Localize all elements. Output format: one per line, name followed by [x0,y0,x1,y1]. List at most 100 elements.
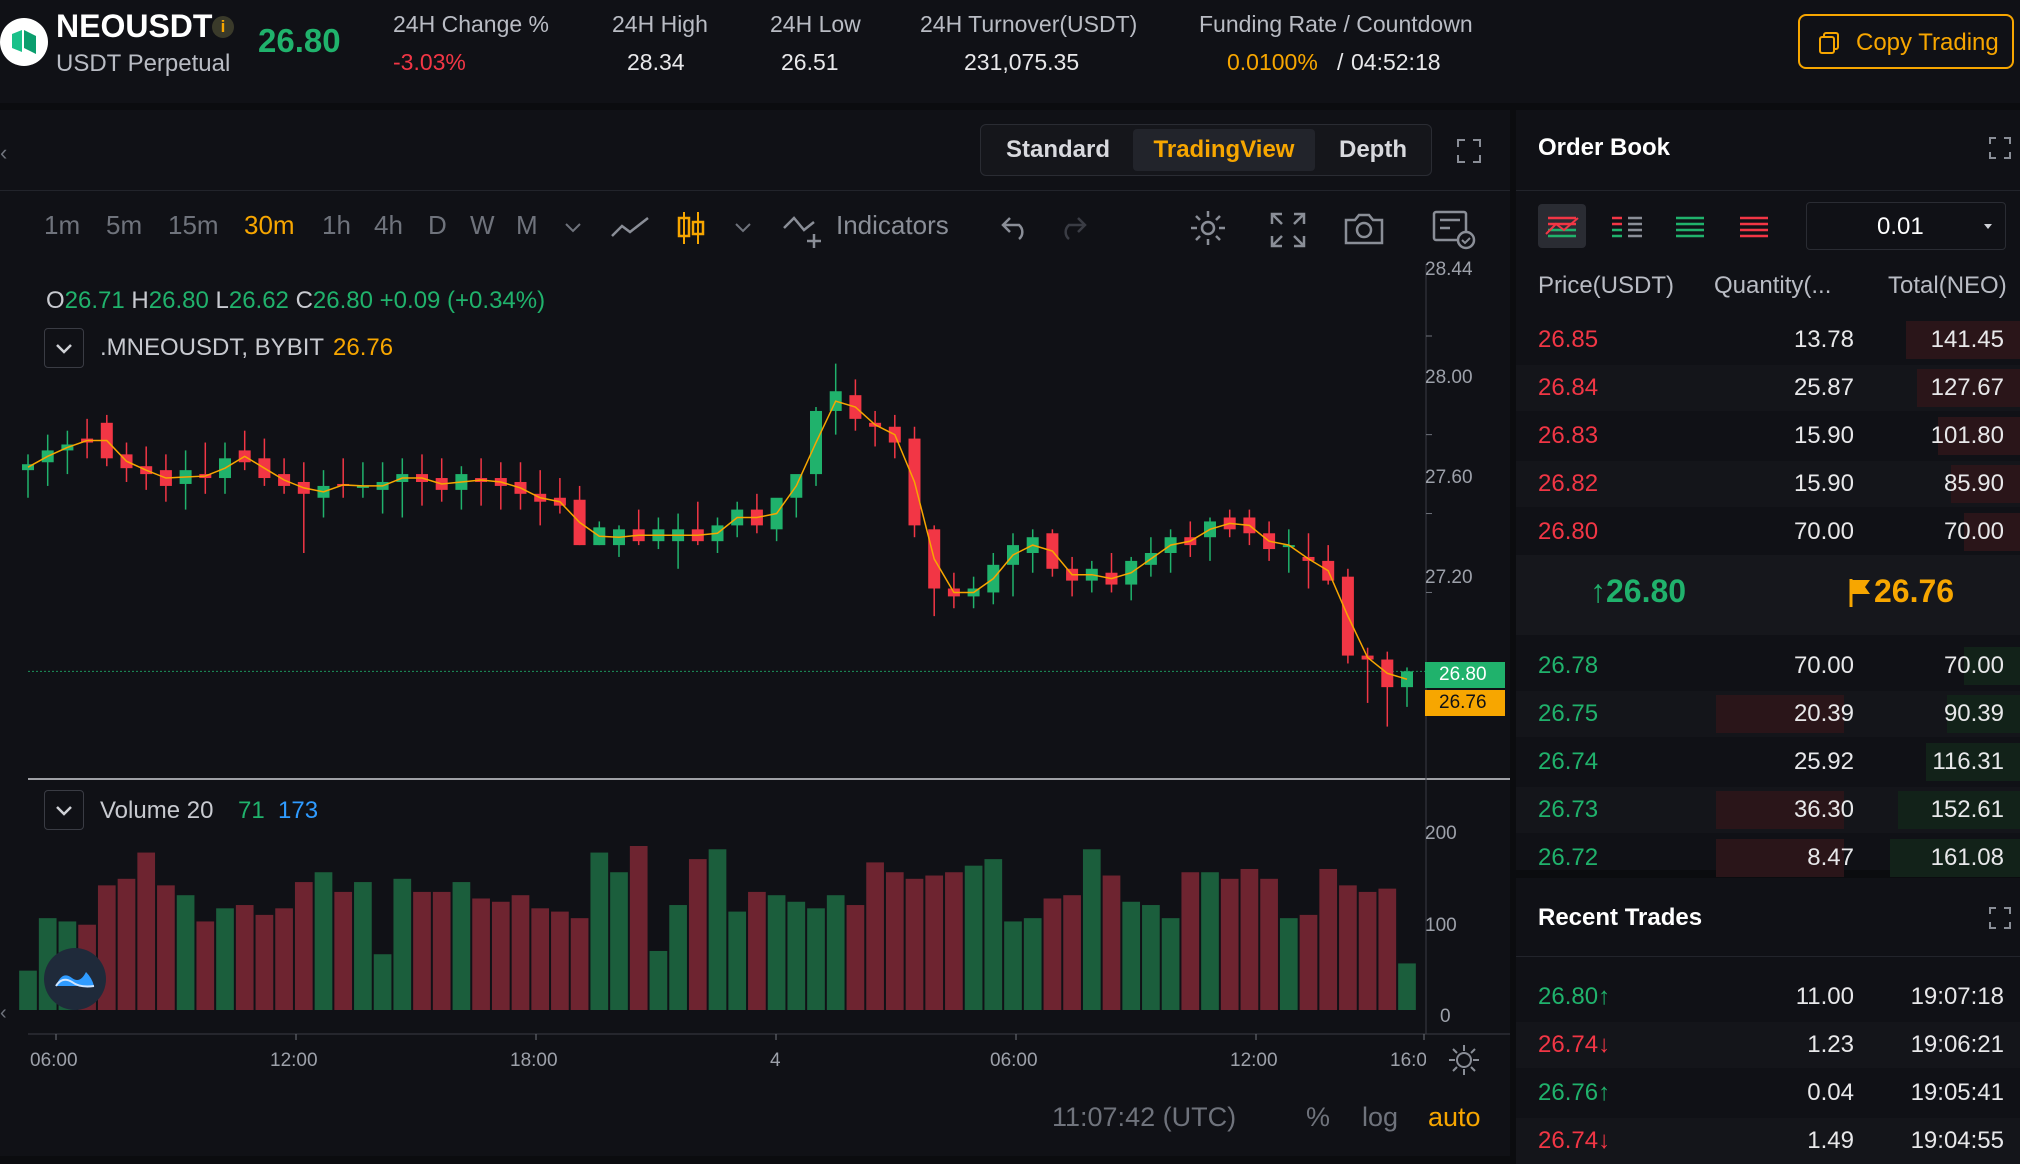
trade-quantity: 1.23 [1807,1031,1854,1058]
trade-row: 26.74↓ 1.23 19:06:21 [1516,1022,2020,1068]
depth-bar [1951,465,2020,503]
recent-trades-panel: Recent Trades 26.80↑ 11.00 19:07:18 26.74↓ 1… [1516,878,2020,1164]
precision-select[interactable]: 0.01 [1806,202,2006,250]
view-standard[interactable]: Standard [1005,136,1110,163]
time-tick: 16:00 [1390,1050,1426,1071]
depth-bar [1938,417,2020,455]
orderbook-asks-icon[interactable] [1730,204,1778,248]
volume-value-2: 173 [278,797,319,824]
volume-bar [157,885,175,1010]
volume-bar [866,862,884,1010]
col-quantity: Quantity(... [1714,272,1832,299]
trade-row: 26.76↑ 0.04 19:05:41 [1516,1070,2020,1116]
bid-row[interactable]: 26.73 36.30 152.61 [1516,787,2020,833]
orderbook-bids-icon[interactable] [1666,204,1714,248]
chart-fullscreen-icon[interactable] [1456,138,1482,164]
scroll-left-icon[interactable]: ‹ [0,1002,7,1024]
funding-label[interactable]: Funding Rate / Countdown [1199,11,1473,37]
log-scale-toggle[interactable]: log [1362,1102,1399,1132]
col-total: Total(NEO) [1888,272,2007,299]
bid-row[interactable]: 26.78 70.00 70.00 [1516,643,2020,689]
percent-scale-toggle[interactable]: % [1306,1102,1331,1132]
redo-icon[interactable] [1056,214,1088,240]
candlestick-chart[interactable] [0,110,1510,1156]
volume-bar [669,905,687,1010]
view-tradingview[interactable]: TradingView [1133,129,1315,171]
volume-bar [1240,868,1259,1010]
settings-gear-icon[interactable] [1188,208,1228,248]
interval-5m[interactable]: 5m [106,210,143,240]
depth-bar [1926,743,2020,781]
ask-row[interactable]: 26.83 15.90 101.80 [1516,413,2020,459]
axis-settings-icon[interactable] [1448,1044,1480,1076]
contract-type: USDT Perpetual [56,50,231,77]
interval-30m[interactable]: 30m [244,210,295,240]
indicators-button[interactable]: Indicators [836,210,949,240]
volume-bar [413,891,431,1010]
interval-1m[interactable]: 1m [44,210,81,240]
bid-total: 116.31 [1932,748,2004,775]
tradingview-logo[interactable] [44,948,106,1010]
line-chart-icon[interactable] [610,214,650,240]
volume-bar [373,954,392,1010]
indicators-icon[interactable] [782,212,826,248]
bid-row[interactable]: 26.74 25.92 116.31 [1516,739,2020,785]
collapse-left-icon[interactable]: ‹ [0,140,8,165]
expand-icon[interactable] [1270,212,1306,248]
caret-down-icon [1984,224,1992,229]
volume-collapse-button[interactable] [44,790,84,830]
undo-icon[interactable] [1000,214,1032,240]
bid-price: 26.72 [1538,844,1599,871]
orderbook-expand-icon[interactable] [1988,136,2012,160]
depth-bar [1716,695,1844,733]
symbol-name[interactable]: NEOUSDT [56,8,213,44]
ask-row[interactable]: 26.80 70.00 70.00 [1516,509,2020,555]
bid-row[interactable]: 26.75 20.39 90.39 [1516,691,2020,737]
volume-bar [1339,885,1357,1010]
trade-direction-icon: ↓ [1598,1127,1611,1154]
ask-row[interactable]: 26.85 13.78 141.45 [1516,317,2020,363]
orderbook-divider [1516,190,2020,191]
volume-bar [649,950,668,1010]
ask-row[interactable]: 26.84 25.87 127.67 [1516,365,2020,411]
volume-bar [1378,888,1397,1010]
order-settings-icon[interactable] [1432,210,1478,250]
copy-trading-button[interactable]: Copy Trading [1798,14,2014,69]
info-icon[interactable]: i [212,16,234,38]
chevron-down-icon [56,806,72,816]
interval-w[interactable]: W [470,210,495,240]
camera-icon[interactable] [1342,212,1386,246]
bid-quantity: 36.30 [1793,796,1854,823]
interval-m[interactable]: M [516,210,538,240]
chevron-down-icon[interactable] [564,222,582,234]
time-tick: 06:00 [990,1050,1038,1071]
trade-time: 19:05:41 [1910,1079,2004,1106]
ask-quantity: 25.87 [1793,374,1854,401]
view-depth[interactable]: Depth [1339,136,1407,163]
ask-row[interactable]: 26.82 15.90 85.90 [1516,461,2020,507]
volume-bar [393,878,412,1010]
interval-4h[interactable]: 4h [374,210,403,240]
candlestick-icon[interactable] [676,208,706,248]
volume-bar [708,849,727,1010]
depth-bar [1716,839,1844,877]
volume-bar [1063,895,1081,1010]
interval-d[interactable]: D [428,210,447,240]
series-collapse-button[interactable] [44,328,84,368]
ob-view-both[interactable] [1538,204,1586,248]
auto-scale-toggle[interactable]: auto [1428,1102,1481,1132]
chevron-down-icon[interactable] [734,222,752,234]
ask-total: 101.80 [1930,422,2004,449]
volume-bar [1299,914,1318,1010]
interval-1h[interactable]: 1h [322,210,351,240]
bid-row[interactable]: 26.72 8.47 161.08 [1516,835,2020,881]
bid-price: 26.78 [1538,652,1599,679]
volume-tick: 100 [1425,915,1457,936]
orderbook-split-icon[interactable] [1602,204,1650,248]
recent-trades-expand-icon[interactable] [1988,906,2012,930]
interval-15m[interactable]: 15m [168,210,219,240]
ohlc-high: 26.80 [148,287,209,314]
volume-bar [452,882,471,1010]
volume-bar [590,852,609,1010]
volume-bar [1102,875,1121,1010]
